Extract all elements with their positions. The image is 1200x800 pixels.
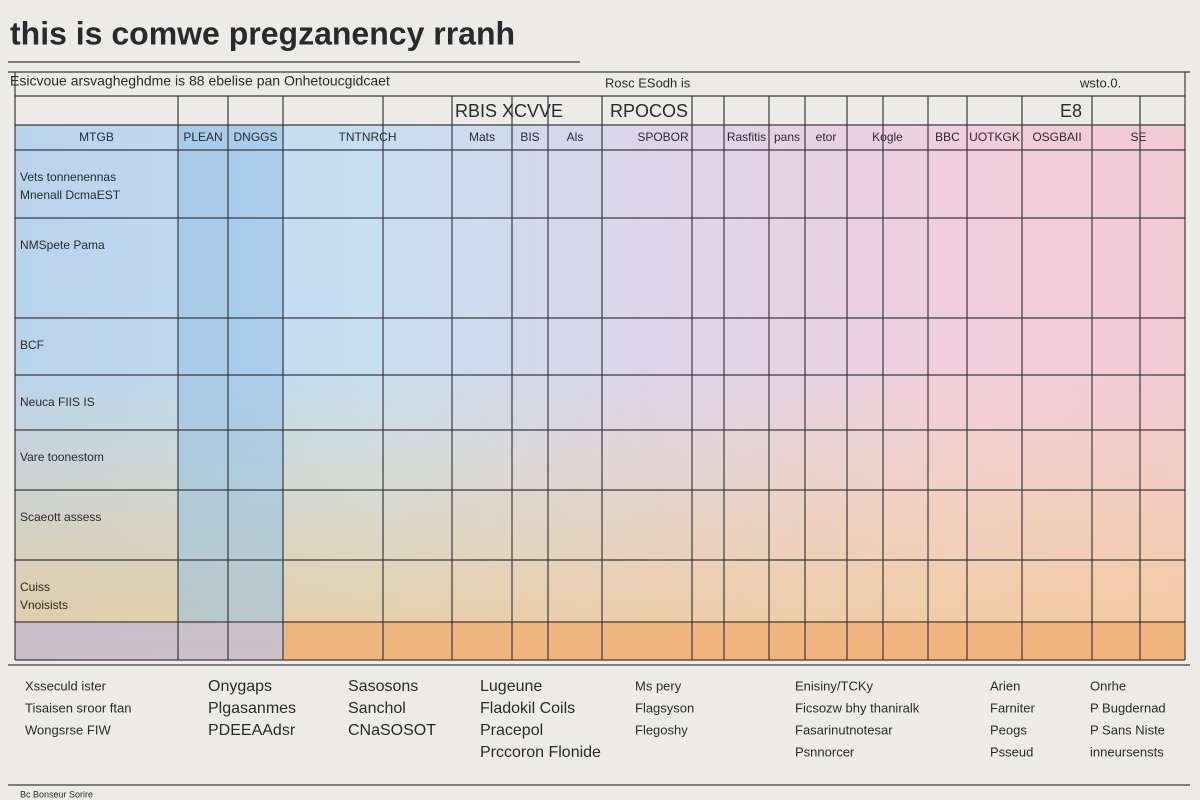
legend-item: Wongsrse FIW	[25, 722, 111, 737]
header-group: E8	[1060, 101, 1082, 121]
blue-band	[178, 125, 283, 622]
column-header: DNGGS	[233, 130, 277, 144]
legend-item: Lugeune	[480, 678, 542, 695]
legend-item: Enisiny/TCKy	[795, 678, 874, 693]
header-right: wsto.0.	[1079, 75, 1121, 90]
legend-item: Tisaisen sroor ftan	[25, 700, 131, 715]
legend-item: Ficsozw bhy thaniralk	[795, 700, 920, 715]
row-label: Vets tonnenennas	[20, 170, 116, 184]
row-label: NMSpete Pama	[20, 238, 105, 252]
legend-item: Sasosons	[348, 678, 418, 695]
legend-item: Fasarinutnotesar	[795, 722, 893, 737]
row-label: Neuca FIIS IS	[20, 395, 95, 409]
legend-item: CNaSOSOT	[348, 722, 436, 739]
grid	[8, 61, 1190, 786]
legend-item: Farniter	[990, 700, 1035, 715]
legend-item: Flegoshy	[635, 722, 688, 737]
legend-item: Onygaps	[208, 678, 272, 695]
column-header: Kogle	[872, 130, 903, 144]
orange-band	[283, 622, 1185, 660]
row-label: Mnenall DcmaEST	[20, 188, 121, 202]
column-header: Mats	[469, 130, 495, 144]
legend-item: Xsseculd ister	[25, 678, 107, 693]
column-header: UOTKGK	[969, 130, 1020, 144]
legend-item: Ms pery	[635, 678, 682, 693]
legend-item: inneursensts	[1090, 744, 1164, 759]
column-header: TNTNRCH	[339, 130, 397, 144]
violet-band	[15, 622, 283, 660]
legend-item: PDEEAAdsr	[208, 722, 296, 739]
legend-item: Arien	[990, 678, 1020, 693]
legend-item: Psseud	[990, 744, 1033, 759]
row-label: Scaeott assess	[20, 510, 101, 524]
legend-item: Sanchol	[348, 700, 406, 717]
column-header: SPOBOR	[637, 130, 689, 144]
footer-note: Bc Bonseur Sorire	[20, 789, 93, 799]
column-header: pans	[774, 130, 800, 144]
legend-item: Pracepol	[480, 722, 543, 739]
legend-item: Psnnorcer	[795, 744, 855, 759]
legend-item: Onrhe	[1090, 678, 1126, 693]
column-header: OSGBAII	[1032, 130, 1081, 144]
legend-item: P Bugdernad	[1090, 700, 1166, 715]
page-title: this is comwe pregzanency rranh	[10, 15, 515, 51]
legend-item: Fladokil Coils	[480, 700, 575, 717]
legend-item: Flagsyson	[635, 700, 694, 715]
column-header: PLEAN	[183, 130, 222, 144]
legend-item: Plgasanmes	[208, 700, 296, 717]
column-header: BIS	[520, 130, 539, 144]
column-header: BBC	[935, 130, 960, 144]
column-header: MTGB	[79, 130, 114, 144]
column-header: Als	[567, 130, 584, 144]
column-header: SE	[1130, 130, 1146, 144]
legend-item: Peogs	[990, 722, 1027, 737]
header-group: Rosc ESodh is	[605, 75, 691, 90]
column-header: etor	[816, 130, 837, 144]
row-label: Vare toonestom	[20, 450, 104, 464]
row-label: BCF	[20, 338, 44, 352]
header-group: RPOCOS	[610, 101, 688, 121]
legend-item: Prccoron Flonide	[480, 744, 601, 761]
row-label: Cuiss	[20, 580, 50, 594]
column-header: Rasfitis	[727, 130, 766, 144]
row-label: Vnoisists	[20, 598, 68, 612]
legend-item: P Sans Niste	[1090, 722, 1165, 737]
header-group: RBIS XCVVE	[455, 101, 563, 121]
header-note: Esicvoue arsvagheghdme is 88 ebelise pan…	[10, 73, 390, 89]
